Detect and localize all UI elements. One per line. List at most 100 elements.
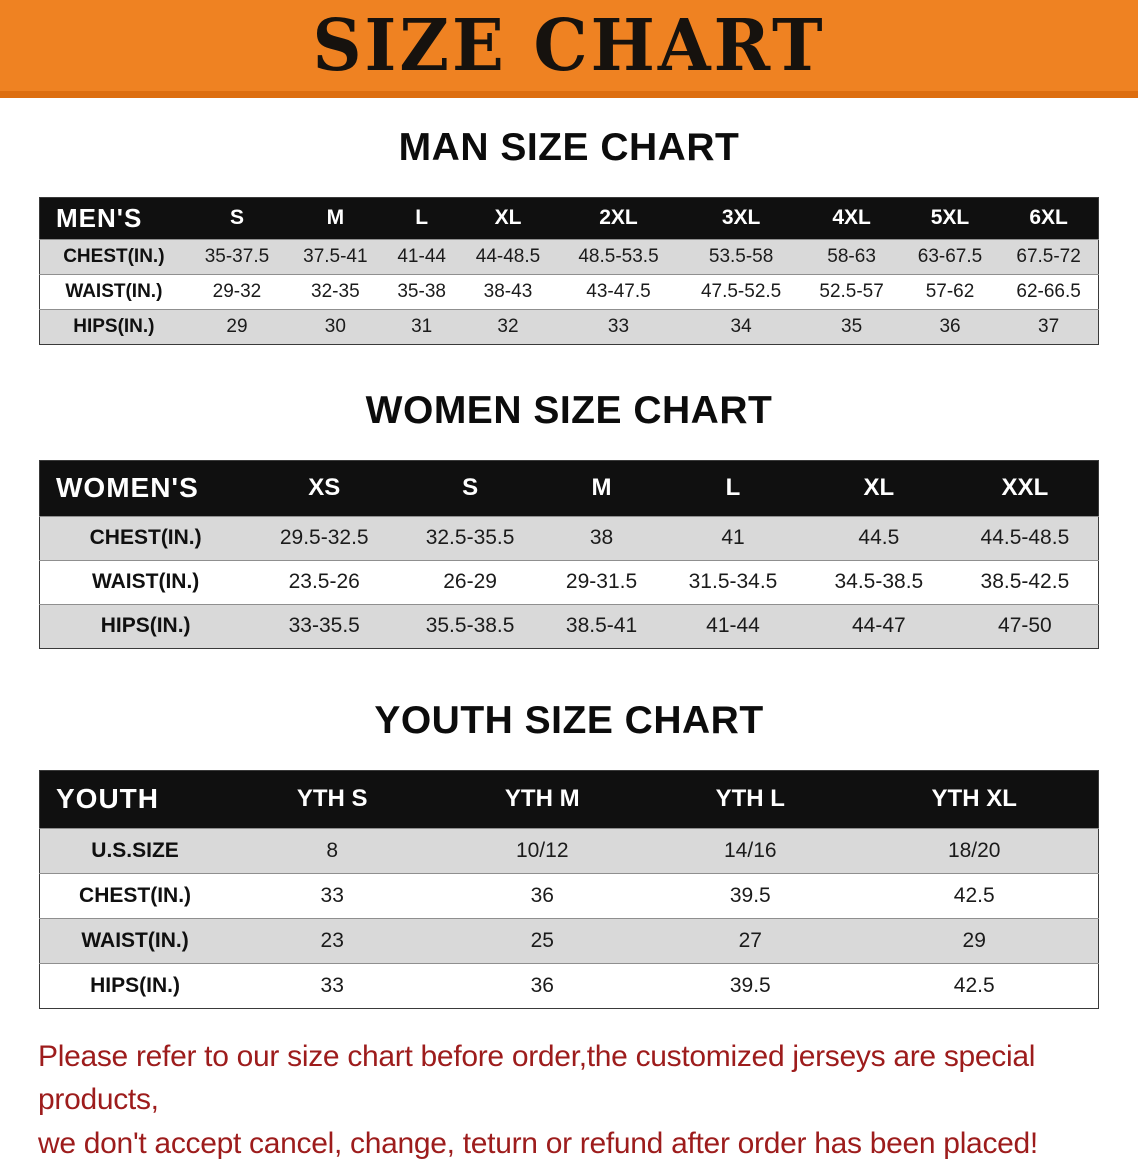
size-header-cell: XS [308, 474, 341, 502]
value-cell: 58-63 [827, 245, 876, 267]
value-cell: 67.5-72 [1016, 245, 1081, 267]
table-row: WAIST(IN.) 23.5-26 26-29 29-31.5 31.5-34.5 34… [39, 560, 1099, 605]
value-cell: 38-43 [483, 280, 533, 302]
table-row: WAIST(IN.) 29-32 32-35 35-38 38-43 43-47.5 47.… [39, 274, 1099, 310]
table-title-cell: YOUTH [56, 783, 159, 815]
value-cell: 29 [226, 315, 248, 337]
value-cell: 25 [530, 928, 554, 952]
value-cell: 8 [326, 838, 339, 862]
size-header-cell: YTH S [296, 785, 368, 813]
value-cell: 43-47.5 [586, 280, 651, 302]
value-cell: 41 [721, 526, 745, 550]
value-cell: 32 [497, 315, 519, 337]
row-label-cell: WAIST(IN.) [81, 928, 189, 952]
value-cell: 41-44 [706, 614, 760, 638]
value-cell: 39.5 [729, 883, 771, 907]
row-label-cell: CHEST(IN.) [63, 245, 165, 267]
value-cell: 44.5 [858, 526, 900, 550]
row-label-cell: CHEST(IN.) [89, 526, 202, 550]
value-cell: 10/12 [515, 838, 569, 862]
table-header-row: WOMEN'S XS S M L XL XXL [39, 460, 1099, 517]
value-cell: 44-47 [852, 614, 906, 638]
size-header-cell: M [591, 474, 612, 502]
value-cell: 38.5-42.5 [980, 570, 1070, 594]
value-cell: 31 [411, 315, 433, 337]
page-title: SIZE CHART [312, 3, 826, 88]
row-label-cell: U.S.SIZE [91, 838, 179, 862]
size-header-cell: YTH M [504, 785, 580, 813]
value-cell: 35 [841, 315, 863, 337]
size-header-cell: S [229, 206, 244, 230]
value-cell: 35.5-38.5 [425, 614, 515, 638]
value-cell: 57-62 [925, 280, 975, 302]
value-cell: 42.5 [953, 973, 995, 997]
value-cell: 35-37.5 [204, 245, 270, 267]
size-header-cell: S [462, 474, 479, 502]
value-cell: 38.5-41 [565, 614, 638, 638]
value-cell: 29 [962, 928, 986, 952]
table-row: HIPS(IN.) 33 36 39.5 42.5 [39, 963, 1099, 1009]
size-header-cell: XXL [1001, 474, 1049, 502]
men-size-section: MAN SIZE CHART MEN'S S M L XL 2XL 3XL 4XL 5XL 6XL… [0, 126, 1138, 345]
size-header-cell: 4XL [832, 206, 871, 230]
men-size-table: MEN'S S M L XL 2XL 3XL 4XL 5XL 6XL CHEST(IN.) 35-37… [39, 196, 1099, 345]
value-cell: 23.5-26 [288, 570, 360, 594]
row-label-cell: HIPS(IN.) [73, 315, 155, 337]
women-size-section: WOMEN SIZE CHART WOMEN'S XS S M L XL XXL CHEST(… [0, 389, 1138, 649]
value-cell: 36 [530, 883, 554, 907]
size-header-cell: 6XL [1029, 206, 1068, 230]
youth-size-table: YOUTH YTH S YTH M YTH L YTH XL U.S.SIZE 8 10/12… [39, 769, 1099, 1009]
value-cell: 29-31.5 [565, 570, 638, 594]
value-cell: 18/20 [947, 838, 1001, 862]
table-row: WAIST(IN.) 23 25 27 29 [39, 918, 1099, 964]
row-label-cell: HIPS(IN.) [90, 973, 180, 997]
value-cell: 42.5 [953, 883, 995, 907]
value-cell: 35-38 [397, 280, 446, 302]
size-header-cell: YTH XL [931, 785, 1017, 813]
size-header-cell: XL [863, 474, 895, 502]
value-cell: 29.5-32.5 [279, 526, 369, 550]
value-cell: 44-48.5 [475, 245, 541, 267]
value-cell: 37.5-41 [303, 245, 368, 267]
value-cell: 62-66.5 [1016, 280, 1081, 302]
women-section-title: WOMEN SIZE CHART [365, 388, 773, 432]
value-cell: 14/16 [724, 838, 777, 862]
table-row: HIPS(IN.) 33-35.5 35.5-38.5 38.5-41 41-44 44-… [39, 604, 1099, 649]
table-title-cell: MEN'S [56, 202, 143, 233]
row-label-cell: CHEST(IN.) [79, 883, 192, 907]
value-cell: 37 [1038, 315, 1060, 337]
value-cell: 41-44 [397, 245, 446, 267]
size-header-cell: L [415, 206, 429, 230]
value-cell: 33-35.5 [288, 614, 360, 638]
youth-section-title: YOUTH SIZE CHART [374, 698, 764, 742]
value-cell: 53.5-58 [708, 245, 774, 267]
value-cell: 47.5-52.5 [700, 280, 782, 302]
value-cell: 29-32 [212, 280, 262, 302]
value-cell: 47-50 [998, 614, 1052, 638]
table-row: U.S.SIZE 8 10/12 14/16 18/20 [39, 828, 1099, 874]
youth-size-section: YOUTH SIZE CHART YOUTH YTH S YTH M YTH L YTH… [0, 699, 1138, 1009]
table-row: CHEST(IN.) 29.5-32.5 32.5-35.5 38 41 44.5 44.5… [39, 516, 1099, 561]
size-header-cell: 5XL [930, 206, 970, 230]
value-cell: 32-35 [311, 280, 360, 302]
value-cell: 52.5-57 [819, 280, 884, 302]
value-cell: 63-67.5 [917, 245, 983, 267]
table-title-cell: WOMEN'S [56, 472, 199, 504]
table-header-row: MEN'S S M L XL 2XL 3XL 4XL 5XL 6XL [39, 197, 1099, 240]
size-header-cell: YTH L [715, 785, 785, 813]
notice-line-1: Please refer to our size chart before or… [38, 1039, 1036, 1117]
value-cell: 36 [530, 973, 554, 997]
notice-line-2: we don't accept cancel, change, teturn o… [38, 1126, 1038, 1160]
value-cell: 39.5 [729, 973, 771, 997]
footer-notice: Please refer to our size chart before or… [0, 1035, 1138, 1165]
size-header-cell: XL [494, 206, 522, 230]
men-section-title: MAN SIZE CHART [398, 126, 740, 169]
table-header-row: YOUTH YTH S YTH M YTH L YTH XL [39, 770, 1099, 829]
women-size-table: WOMEN'S XS S M L XL XXL CHEST(IN.) 29.5-32.5 32.5… [39, 459, 1099, 649]
value-cell: 36 [939, 315, 961, 337]
size-header-cell: 2XL [599, 206, 638, 230]
value-cell: 30 [324, 315, 346, 337]
value-cell: 32.5-35.5 [425, 526, 515, 550]
value-cell: 34.5-38.5 [834, 570, 924, 594]
